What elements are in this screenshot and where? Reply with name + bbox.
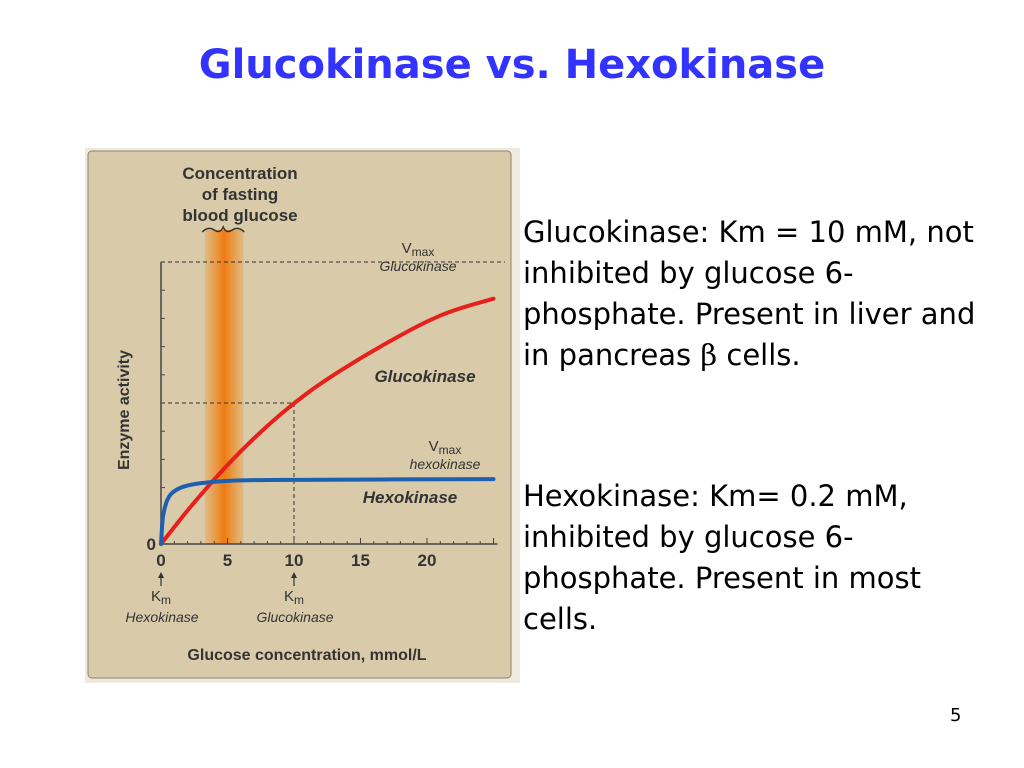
brace-icon [201,225,245,233]
x-tick-label: 5 [223,551,232,570]
slide-title: Glucokinase vs. Hexokinase [198,42,826,88]
hexokinase-km-name: Hexokinase [125,609,198,625]
y-tick-label: 0 [147,535,156,554]
glucokinase-vmax-name: Glucokinase [379,258,456,274]
chart-panel [87,150,512,679]
glucokinase-description: Glucokinase: Km = 10 mM, not inhibited b… [523,212,993,376]
band-label-2: of fasting [202,185,279,204]
hexokinase-description: Hexokinase: Km= 0.2 mM, inhibited by glu… [523,479,921,636]
beta-symbol: β [700,338,718,372]
hexokinase-curve-label: Hexokinase [363,488,458,507]
glucokinase-vmax-label: Vmax [402,240,435,259]
hexokinase-vmax-label: Vmax [429,438,462,457]
glucokinase-curve-label: Glucokinase [374,367,475,386]
x-tick-label: 20 [418,551,437,570]
hexokinase-km-label: Km [151,588,171,607]
glucokinase-text-end: cells. [726,338,801,372]
y-axis-label: Enzyme activity [116,350,133,470]
series-glucokinase-line [159,296,496,546]
band-label-3: blood glucose [182,206,297,225]
x-tick-label: 15 [351,551,370,570]
page-number: 5 [950,705,962,726]
x-tick-label: 0 [156,551,165,570]
glucokinase-km-label: Km [284,588,304,607]
band-label-1: Concentration [182,164,297,183]
glucokinase-km-arrowhead-icon [291,572,297,578]
hexokinase-km-arrowhead-icon [158,572,164,578]
series-hexokinase-line [159,477,496,546]
x-tick-label: 10 [285,551,304,570]
glucokinase-km-name: Glucokinase [256,609,333,625]
fasting-glucose-band [204,230,244,544]
hexokinase-vmax-name: hexokinase [410,456,481,472]
x-axis-label: Glucose concentration, mmol/L [187,647,426,664]
glucokinase-text: Glucokinase: Km = 10 mM, not inhibited b… [523,215,976,372]
kinetics-chart: 0 5 10 15 200GlucokinaseHexokinaseVmaxGlucok… [85,148,520,683]
